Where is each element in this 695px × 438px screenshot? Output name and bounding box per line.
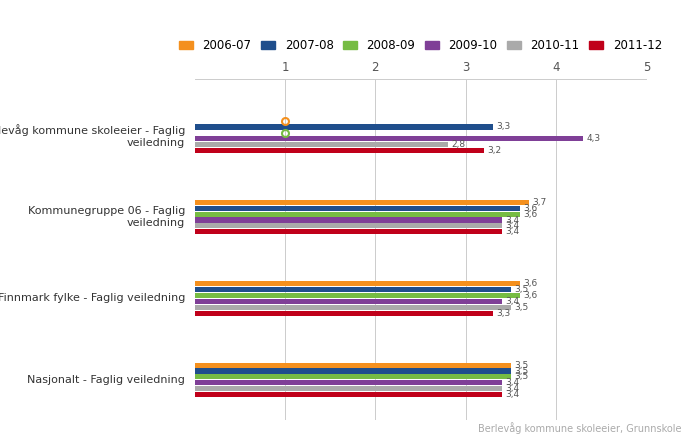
Text: 3,2: 3,2 bbox=[487, 146, 502, 155]
Bar bbox=[195, 142, 448, 147]
Bar bbox=[195, 206, 520, 211]
Text: 3,5: 3,5 bbox=[514, 367, 529, 375]
Bar bbox=[195, 299, 502, 304]
Bar bbox=[195, 392, 502, 397]
Text: 3,5: 3,5 bbox=[514, 285, 529, 294]
Bar bbox=[195, 363, 511, 368]
Bar bbox=[195, 281, 520, 286]
Bar bbox=[195, 305, 511, 310]
Bar bbox=[195, 136, 583, 141]
Text: 3,4: 3,4 bbox=[505, 227, 520, 236]
Text: 3,4: 3,4 bbox=[505, 390, 520, 399]
Text: 3,6: 3,6 bbox=[523, 210, 538, 219]
Text: 3,5: 3,5 bbox=[514, 360, 529, 370]
Text: 3,7: 3,7 bbox=[532, 198, 547, 207]
Legend: 2006-07, 2007-08, 2008-09, 2009-10, 2010-11, 2011-12: 2006-07, 2007-08, 2008-09, 2009-10, 2010… bbox=[179, 39, 662, 53]
Bar bbox=[195, 200, 529, 205]
Text: 3,4: 3,4 bbox=[505, 297, 520, 306]
Text: 3,6: 3,6 bbox=[523, 291, 538, 300]
Bar bbox=[195, 148, 484, 153]
Text: 3,6: 3,6 bbox=[523, 279, 538, 288]
Text: 3,4: 3,4 bbox=[505, 378, 520, 387]
Bar bbox=[195, 287, 511, 292]
Text: 3,5: 3,5 bbox=[514, 372, 529, 381]
Bar bbox=[195, 218, 502, 223]
Bar bbox=[195, 223, 502, 229]
Text: 3,3: 3,3 bbox=[496, 123, 511, 131]
Bar bbox=[195, 311, 493, 316]
Bar bbox=[195, 124, 493, 130]
Text: 3,3: 3,3 bbox=[496, 309, 511, 318]
Text: 3,4: 3,4 bbox=[505, 221, 520, 230]
Text: 2,8: 2,8 bbox=[451, 140, 466, 149]
Text: 3,6: 3,6 bbox=[523, 204, 538, 213]
Text: 3,5: 3,5 bbox=[514, 303, 529, 312]
Bar bbox=[195, 386, 502, 391]
Text: 4,3: 4,3 bbox=[587, 134, 601, 143]
Bar bbox=[195, 368, 511, 374]
Bar bbox=[195, 229, 502, 234]
Bar bbox=[195, 212, 520, 217]
Text: Berlevåg kommune skoleeier, Grunnskole: Berlevåg kommune skoleeier, Grunnskole bbox=[477, 422, 681, 434]
Bar bbox=[195, 293, 520, 298]
Text: 3,4: 3,4 bbox=[505, 384, 520, 393]
Bar bbox=[195, 374, 511, 379]
Bar bbox=[195, 380, 502, 385]
Text: 3,4: 3,4 bbox=[505, 215, 520, 225]
